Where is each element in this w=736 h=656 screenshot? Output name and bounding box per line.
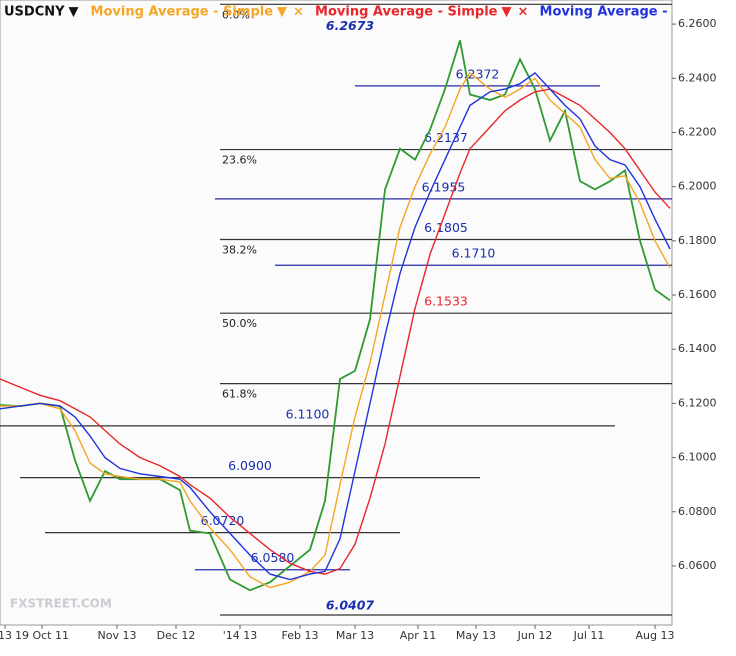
legend-arrow: ▼ xyxy=(69,5,79,20)
y-tick-label: 6.2600 xyxy=(678,17,717,30)
level-label: 6.0580 xyxy=(251,550,295,565)
legend-remove: × xyxy=(518,5,529,20)
level-label: 6.0900 xyxy=(228,458,272,473)
level-label: 6.1100 xyxy=(286,406,330,421)
y-tick-label: 6.0800 xyxy=(678,505,717,518)
level-label: 6.1805 xyxy=(424,220,468,235)
y-tick-label: 6.1800 xyxy=(678,234,717,247)
x-tick-label: Nov 13 xyxy=(98,629,137,642)
x-tick-label: Apr 11 xyxy=(400,629,437,642)
y-tick-label: 6.1600 xyxy=(678,288,717,301)
legend-arrow: ▼ xyxy=(502,5,512,20)
y-tick-label: 6.2000 xyxy=(678,180,717,193)
x-tick-label: '14 13 xyxy=(223,629,258,642)
watermark: FXSTREET.COM xyxy=(10,597,112,611)
x-tick-label: Jun 12 xyxy=(517,629,553,642)
legend-entry: USDCNY xyxy=(4,5,65,20)
level-label: 6.2137 xyxy=(424,130,468,145)
x-tick-label: Jul 11 xyxy=(573,629,605,642)
moving-average-line xyxy=(0,71,671,589)
fib-label: 38.2% xyxy=(222,243,257,256)
legend-entry: Moving Average - Simple xyxy=(540,5,723,20)
y-tick-label: 6.0600 xyxy=(678,559,717,572)
y-tick-label: 6.2200 xyxy=(678,125,717,138)
legend: USDCNY ▼ Moving Average - Simple ▼ × Moving A… xyxy=(4,5,723,20)
x-tick-label: Dec 12 xyxy=(157,629,196,642)
price-line xyxy=(0,40,671,592)
y-tick-label: 6.1400 xyxy=(678,342,717,355)
level-label: 6.1710 xyxy=(452,246,496,261)
level-label: 6.0407 xyxy=(326,597,375,612)
y-tick-label: 6.1000 xyxy=(678,451,717,464)
x-tick-label: Aug 13 xyxy=(636,629,675,642)
x-tick-label: Mar 13 xyxy=(336,629,374,642)
legend-entry: Moving Average - Simple xyxy=(91,5,274,20)
fib-label: 61.8% xyxy=(222,388,257,401)
level-label: 6.1533 xyxy=(424,294,468,309)
fib-label: 0.0% xyxy=(222,8,250,21)
fib-label: 50.0% xyxy=(222,317,257,330)
x-tick-label: Feb 13 xyxy=(282,629,319,642)
level-label: 6.0720 xyxy=(201,513,245,528)
plot-area xyxy=(0,0,673,626)
moving-average-line xyxy=(0,71,671,581)
x-tick-label: 19 Oct 11 xyxy=(15,629,69,642)
moving-average-line xyxy=(0,88,671,575)
y-tick-label: 6.2400 xyxy=(678,71,717,84)
level-label: 6.1955 xyxy=(422,179,466,194)
legend-remove: × xyxy=(293,5,304,20)
legend-arrow: ▼ xyxy=(277,5,287,20)
fib-label: 23.6% xyxy=(222,154,257,167)
level-label: 6.2673 xyxy=(326,18,374,33)
plot: 6.26736.23726.21376.19556.18056.17106.15… xyxy=(0,3,672,616)
x-tick-label: May 13 xyxy=(456,629,496,642)
x-tick-label: 13 xyxy=(0,629,12,642)
legend-entry: Moving Average - Simple xyxy=(315,5,498,20)
y-tick-label: 6.1200 xyxy=(678,396,717,409)
